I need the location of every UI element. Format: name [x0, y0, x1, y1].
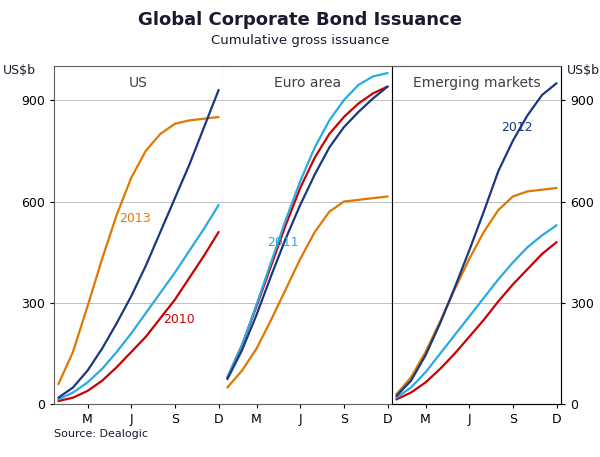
Text: 2013: 2013: [119, 212, 151, 225]
Text: Euro area: Euro area: [274, 76, 341, 90]
Text: Emerging markets: Emerging markets: [413, 76, 541, 90]
Text: Source: Dealogic: Source: Dealogic: [54, 429, 148, 439]
Text: 2011: 2011: [267, 235, 298, 249]
Text: Global Corporate Bond Issuance: Global Corporate Bond Issuance: [138, 11, 462, 29]
Text: US$b: US$b: [566, 64, 599, 77]
Text: US$b: US$b: [3, 64, 36, 77]
Text: Cumulative gross issuance: Cumulative gross issuance: [211, 34, 389, 47]
Text: 2010: 2010: [163, 314, 195, 326]
Text: US: US: [129, 76, 148, 90]
Text: 2012: 2012: [501, 121, 533, 133]
